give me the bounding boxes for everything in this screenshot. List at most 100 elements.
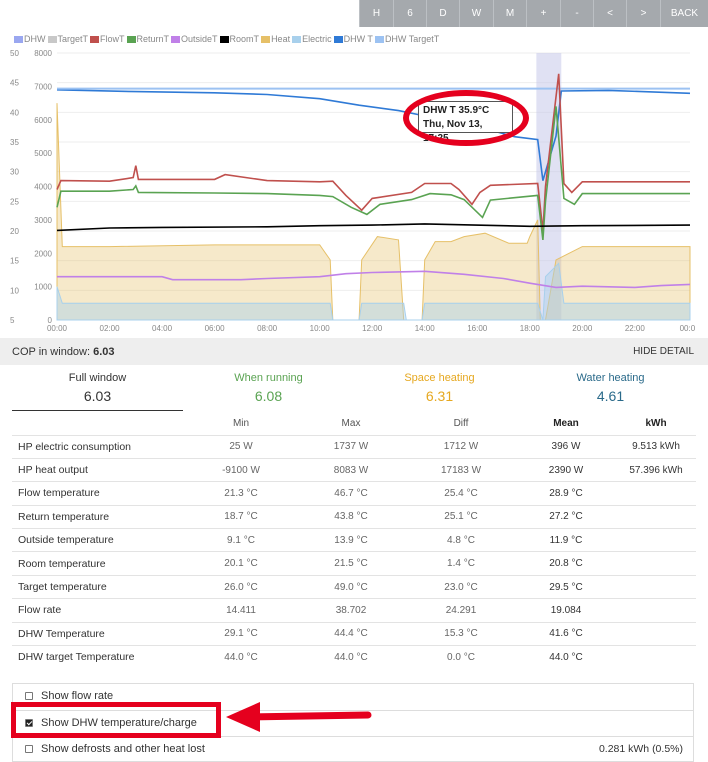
legend-swatch — [219, 36, 229, 44]
legend-item[interactable]: Electric — [292, 34, 332, 44]
legend-label: FlowT — [100, 34, 125, 44]
toolbar-button-h[interactable]: H — [359, 0, 393, 27]
stat-value — [616, 621, 696, 646]
stats-header-cell — [12, 412, 186, 435]
x-tick-label: 16:00 — [467, 324, 488, 333]
tab-label: Full window — [68, 372, 127, 384]
stat-name: DHW target Temperature — [12, 645, 186, 669]
toolbar-button-plus[interactable]: + — [526, 0, 560, 27]
option-checkbox[interactable] — [25, 692, 33, 700]
stat-value: 19.084 — [516, 598, 616, 623]
legend-label: DHW TargetT — [384, 34, 440, 44]
option-label[interactable]: Show DHW temperature/charge — [41, 717, 197, 729]
y-tick-label-power: 6000 — [34, 116, 52, 125]
toolbar-button-d[interactable]: D — [426, 0, 459, 27]
x-tick-label: 00:0 — [680, 324, 696, 333]
x-tick-label: 20:00 — [572, 324, 593, 333]
legend-swatch — [126, 36, 136, 44]
tab-full-window[interactable]: Full window 6.03 — [12, 369, 183, 411]
stats-header-cell: Min — [232, 417, 250, 429]
x-tick-label: 06:00 — [205, 324, 226, 333]
annotation-red-ellipse — [403, 90, 529, 146]
series-line-roomt — [56, 223, 691, 232]
legend-item[interactable]: Heat — [261, 34, 290, 44]
toolbar-button-minus[interactable]: - — [560, 0, 593, 27]
table-row: Return temperature 18.7 °C 43.8 °C 25.1 °C 2… — [12, 504, 696, 529]
tab-value: 4.61 — [596, 388, 625, 404]
legend-item[interactable]: RoomT — [219, 34, 260, 44]
stat-value: 1712 W — [406, 434, 516, 459]
tab-label: Space heating — [404, 372, 475, 384]
tab-value: 6.08 — [254, 388, 283, 404]
stats-header-cell: Max — [341, 417, 361, 429]
chart-toolbar: H 6 D W M + - < > BACK — [0, 0, 708, 27]
legend-label: DHW T — [343, 34, 373, 44]
stat-value: 15.3 °C — [406, 621, 516, 646]
cop-label: COP in window: — [12, 346, 91, 358]
x-tick-label: 12:00 — [362, 324, 383, 333]
legend-swatch — [47, 36, 57, 44]
legend-item[interactable]: ReturnT — [126, 34, 170, 44]
series-line-flowt — [56, 73, 690, 232]
tab-water-heating[interactable]: Water heating 4.61 — [525, 369, 696, 411]
legend-label: TargetT — [57, 34, 89, 44]
stat-name: HP heat output — [12, 457, 186, 482]
stat-name: DHW Temperature — [12, 621, 186, 646]
legend-item[interactable]: FlowT — [90, 34, 125, 44]
y-tick-label-temp: 25 — [10, 197, 19, 206]
stat-value: 23.0 °C — [406, 574, 516, 599]
y-tick-label-temp: 50 — [10, 49, 19, 58]
table-row: Outside temperature 9.1 °C 13.9 °C 4.8 °C 11… — [12, 528, 696, 552]
toolbar-button-w[interactable]: W — [459, 0, 493, 27]
toolbar-button-m[interactable]: M — [493, 0, 526, 27]
toolbar-button-prev[interactable]: < — [593, 0, 626, 27]
stat-value — [616, 504, 696, 529]
stat-value — [616, 574, 696, 599]
y-tick-label-temp: 5 — [10, 316, 15, 325]
y-tick-label-power: 3000 — [34, 216, 52, 225]
stat-name: Room temperature — [12, 551, 186, 576]
y-tick-label-power: 0 — [48, 316, 53, 325]
legend-item[interactable]: DHW T — [333, 34, 373, 44]
option-checkbox[interactable] — [25, 745, 33, 753]
stat-value: 29.1 °C — [186, 621, 296, 646]
stat-value: 25.4 °C — [406, 481, 516, 506]
stat-name: Flow temperature — [12, 481, 186, 506]
legend-label: ReturnT — [136, 34, 170, 44]
option-label[interactable]: Show defrosts and other heat lost — [41, 743, 205, 755]
tab-when-running[interactable]: When running 6.08 — [183, 369, 354, 411]
series-line-returnt — [56, 106, 690, 240]
legend-swatch — [171, 36, 181, 44]
series-line-outsidet — [57, 270, 691, 289]
option-row: Show DHW temperature/charge — [13, 710, 693, 736]
legend-label: RoomT — [229, 34, 260, 44]
legend-swatch — [374, 36, 384, 44]
stat-value: 43.8 °C — [296, 504, 406, 529]
options-panel: Show flow rate Show DHW temperature/charg… — [12, 683, 694, 762]
stat-value: 13.9 °C — [296, 528, 406, 552]
stat-value: 24.291 — [406, 598, 516, 623]
legend-item[interactable]: DHW — [14, 34, 46, 44]
tab-space-heating[interactable]: Space heating 6.31 — [354, 369, 525, 411]
option-checkbox[interactable] — [25, 719, 33, 727]
stat-value: 41.6 °C — [516, 621, 616, 646]
legend-item[interactable]: OutsideT — [171, 34, 218, 44]
stat-value: 18.7 °C — [186, 504, 296, 529]
toolbar-button-back[interactable]: BACK — [660, 0, 708, 27]
legend-item[interactable]: TargetT — [47, 34, 89, 44]
y-tick-label-power: 7000 — [34, 82, 52, 91]
toolbar-button-next[interactable]: > — [626, 0, 660, 27]
legend-item[interactable]: DHW TargetT — [374, 34, 440, 44]
cop-bar: COP in window: 6.03 HIDE DETAIL — [0, 338, 708, 365]
legend-swatch — [90, 36, 100, 44]
toolbar-button-6[interactable]: 6 — [393, 0, 426, 27]
hide-detail-button[interactable]: HIDE DETAIL — [633, 346, 694, 357]
x-tick-label: 14:00 — [415, 324, 436, 333]
option-label[interactable]: Show flow rate — [41, 690, 114, 702]
tab-label: Water heating — [576, 372, 645, 384]
annotation-red-box — [11, 702, 221, 738]
y-tick-label-power: 1000 — [34, 283, 52, 292]
annotation-red-arrow — [226, 702, 372, 732]
cop-tabs: Full window 6.03 When running 6.08 Space hea… — [12, 369, 696, 411]
table-row: DHW Temperature 29.1 °C 44.4 °C 15.3 °C 41.6… — [12, 621, 696, 646]
